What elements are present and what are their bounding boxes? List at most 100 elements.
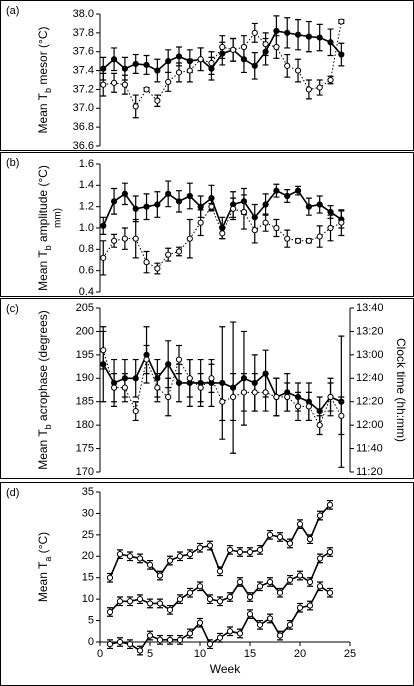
data-point (338, 412, 345, 419)
y2-tick-label: 12:00 (356, 419, 384, 431)
y-tick-label: 0.8 (79, 243, 94, 255)
y-tick-label: 5 (88, 614, 94, 626)
data-point (294, 31, 302, 38)
data-point (110, 198, 118, 205)
data-point (305, 86, 312, 93)
y-axis-label-part: Mean T (36, 429, 50, 470)
data-point (175, 379, 183, 387)
data-point (176, 636, 184, 643)
data-point (286, 540, 294, 547)
data-point (175, 198, 183, 205)
data-point (143, 61, 150, 69)
y-tick-label: 38.0 (73, 8, 94, 20)
data-point (100, 347, 107, 354)
panel-frame (0, 0, 414, 151)
data-point (132, 205, 139, 212)
data-point (305, 237, 312, 244)
data-point (338, 219, 345, 226)
data-point (219, 43, 226, 51)
data-point (327, 208, 334, 216)
x-tick-label: 5 (147, 648, 153, 660)
data-point (208, 59, 215, 67)
y-axis-label: Mean Tb acrophase (degrees) (36, 310, 53, 470)
data-point (251, 389, 258, 396)
y-tick-label: 10 (82, 593, 94, 605)
data-point (154, 97, 161, 104)
data-point (236, 548, 244, 556)
y-tick-label: 37.8 (73, 27, 94, 39)
data-point (305, 403, 312, 410)
data-point (276, 533, 284, 541)
data-point (146, 632, 154, 639)
data-point (327, 224, 334, 232)
data-point (294, 237, 302, 244)
data-point (294, 67, 302, 74)
data-point (116, 551, 124, 558)
data-point (305, 33, 312, 40)
data-point (100, 254, 107, 261)
data-point (256, 583, 264, 590)
panel-label: (a) (6, 5, 19, 17)
data-point (226, 546, 234, 553)
data-point (246, 593, 254, 601)
data-point (136, 555, 144, 562)
data-point (186, 375, 193, 382)
data-point (132, 103, 139, 110)
data-point (327, 39, 334, 46)
y-tick-label: 36.8 (73, 121, 94, 133)
data-point (132, 235, 139, 242)
data-point (132, 375, 139, 382)
data-point (316, 555, 324, 562)
data-point (156, 600, 164, 607)
data-point (165, 251, 172, 258)
data-point (110, 237, 118, 244)
data-point (256, 546, 264, 553)
data-point (276, 589, 284, 596)
data-point (262, 219, 269, 226)
data-point (246, 548, 254, 556)
data-point (266, 615, 274, 622)
data-point (126, 598, 134, 605)
data-point (206, 542, 214, 549)
y-tick-label: 37.0 (73, 102, 94, 114)
data-point (106, 574, 114, 581)
data-point (256, 621, 264, 628)
y2-tick-label: 13:00 (356, 349, 384, 361)
data-point (110, 79, 118, 86)
data-point (186, 551, 194, 558)
data-point (175, 69, 183, 76)
y-tick-label: 175 (76, 442, 94, 454)
y-axis-label-part: Mean T (36, 92, 50, 133)
y-tick-label: 190 (76, 372, 94, 384)
data-point (166, 557, 174, 564)
y-tick-label: 36.6 (73, 140, 94, 152)
data-point (154, 265, 161, 272)
y-axis-label: Mean Ta (°C) (36, 532, 53, 602)
x-tick-label: 15 (244, 648, 256, 660)
data-point (154, 201, 161, 208)
y2-axis-label: Clock time (hh:mm) (394, 338, 408, 442)
y-tick-label: 25 (82, 529, 94, 541)
data-point (262, 201, 269, 208)
data-point (327, 76, 334, 84)
data-point (165, 190, 172, 197)
y2-tick-label: 12:40 (356, 372, 384, 384)
data-point (186, 67, 193, 74)
y-tick-label: 185 (76, 396, 94, 408)
data-point (230, 46, 237, 53)
data-point (226, 593, 234, 601)
data-point (146, 561, 154, 568)
data-point (206, 641, 214, 648)
data-point (316, 583, 324, 590)
data-point (196, 619, 204, 626)
data-point (208, 203, 215, 210)
data-point (266, 578, 274, 586)
data-point (251, 29, 258, 36)
data-point (106, 608, 114, 616)
data-point (316, 34, 323, 41)
y-axis-label-part: mesor (°C) (36, 27, 50, 88)
data-point (175, 53, 183, 60)
data-point (316, 422, 323, 429)
data-point (208, 375, 215, 382)
data-point (100, 222, 107, 229)
